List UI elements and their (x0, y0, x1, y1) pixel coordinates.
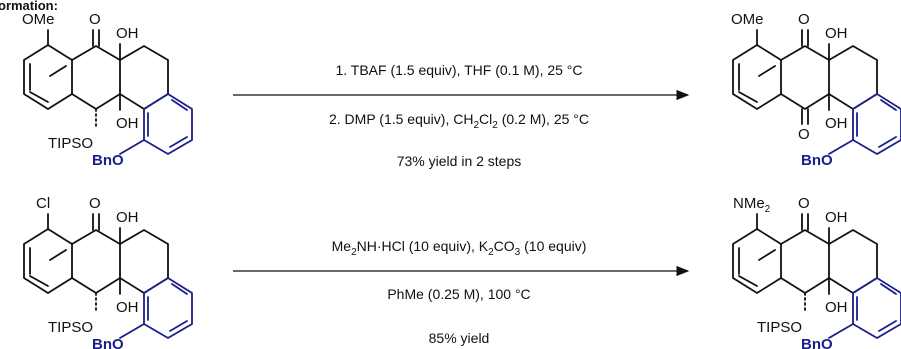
bno-label: BnO (92, 336, 124, 349)
tipso-label: TIPSO (48, 135, 93, 152)
reaction1-yield: 73% yield in 2 steps (397, 153, 522, 169)
molecule-sm-2: Cl O OH OH TIPSO BnO (23, 195, 193, 349)
oh-label-top: OH (116, 209, 139, 226)
reaction2-cond2: PhMe (0.25 M), 100 °C (387, 286, 530, 302)
ome-label: OMe (731, 11, 764, 28)
ketone-o-label: O (798, 195, 810, 212)
ketone-o-label: O (89, 11, 101, 28)
oh-label-bottom: OH (116, 115, 139, 132)
oh-label-top: OH (116, 25, 139, 42)
oh-label-bottom: OH (116, 299, 139, 316)
molecule-sm-1: OMe O OH OH TIPSO BnO (22, 11, 193, 169)
oh-label-bottom: OH (825, 299, 848, 316)
ketone-o-label-bottom: O (798, 126, 810, 143)
reaction1-step2: 2. DMP (1.5 equiv), CH2Cl2 (0.2 M), 25 °… (329, 111, 589, 131)
ketone-o-label: O (89, 195, 101, 212)
header-fragment: ormation: (0, 0, 58, 13)
bno-label: BnO (92, 152, 124, 169)
reaction1-step1: 1. TBAF (1.5 equiv), THF (0.1 M), 25 °C (335, 62, 582, 78)
tipso-label: TIPSO (757, 319, 802, 336)
molecule-product-2: NMe2 O OH OH TIPSO BnO (732, 195, 901, 349)
reaction2-yield: 85% yield (429, 330, 490, 346)
ketone-o-label-top: O (798, 11, 810, 28)
bno-label: BnO (801, 152, 833, 169)
oh-label-top: OH (825, 209, 848, 226)
tipso-label: TIPSO (48, 319, 93, 336)
bno-label: BnO (801, 336, 833, 349)
nme2-label: NMe2 (733, 195, 771, 215)
ome-label: OMe (22, 11, 55, 28)
oh-label-top: OH (825, 25, 848, 42)
oh-label-bottom: OH (825, 115, 848, 132)
molecule-product-1: OMe O OH OH O BnO (731, 11, 901, 169)
reaction2-cond1: Me2NH·HCl (10 equiv), K2CO3 (10 equiv) (332, 238, 587, 258)
cl-label: Cl (36, 195, 50, 212)
